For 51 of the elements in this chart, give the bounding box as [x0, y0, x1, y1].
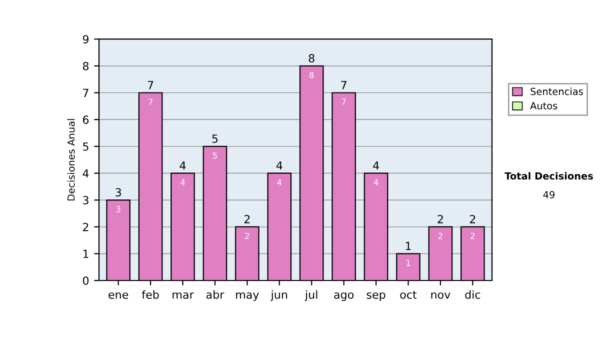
x-tick-label: sep: [366, 292, 386, 301]
data-label: 1: [406, 260, 410, 266]
data-label: 4: [374, 179, 378, 186]
x-tick-label: jul: [304, 290, 318, 301]
data-label: 2: [245, 232, 249, 240]
y-tick-label: 5: [83, 142, 88, 151]
y-tick-label: 4: [82, 169, 89, 178]
y-tick-label: 3: [83, 196, 88, 204]
y-tick-label: 0: [82, 276, 89, 285]
text: 49: [543, 190, 554, 198]
y-axis-title: Decisiones Anual: [67, 119, 75, 200]
data-label: 8: [310, 72, 314, 78]
x-tick-label: jun: [270, 290, 288, 301]
total-label: 4: [180, 161, 186, 170]
x-tick-label: dic: [465, 290, 480, 299]
y-tick-label: 8: [82, 62, 89, 70]
legend-label: Autos: [530, 102, 558, 110]
x-tick-label: nov: [431, 292, 450, 299]
total-label: 2: [470, 214, 476, 224]
y-tick-label: 6: [82, 116, 89, 124]
data-label: 2: [470, 232, 474, 240]
total-label: 7: [341, 80, 346, 90]
y-tick-label: 1: [83, 250, 88, 258]
text: Total Decisiones: [504, 172, 593, 180]
x-tick-label: oct: [400, 290, 417, 299]
data-label: 7: [148, 98, 152, 105]
total-label: 7: [148, 80, 154, 90]
x-tick-label: mar: [172, 292, 194, 299]
x-tick-label: abr: [206, 290, 224, 299]
data-label: 2: [438, 232, 442, 240]
total-label: 4: [276, 161, 282, 170]
x-tick-label: feb: [142, 290, 159, 299]
total-label: 2: [438, 214, 443, 224]
y-tick-label: 9: [82, 35, 88, 44]
x-tick-label: ago: [334, 292, 354, 301]
data-label: 3: [116, 206, 120, 212]
y-tick-label: 2: [83, 222, 88, 232]
x-tick-label: may: [236, 292, 259, 301]
y-tick-label: 7: [83, 88, 88, 97]
data-label: 7: [342, 98, 346, 105]
total-label: 1: [406, 242, 411, 250]
data-label: 4: [180, 179, 185, 186]
total-label: 8: [308, 54, 314, 62]
legend-label: Sentencias: [530, 88, 583, 96]
total-label: 4: [373, 161, 379, 170]
x-tick-label: ene: [108, 292, 128, 299]
total-label: 3: [116, 188, 121, 197]
data-label: 5: [212, 152, 217, 159]
data-label: 4: [277, 179, 282, 186]
total-label: 2: [244, 214, 250, 224]
total-label: 5: [212, 134, 218, 143]
